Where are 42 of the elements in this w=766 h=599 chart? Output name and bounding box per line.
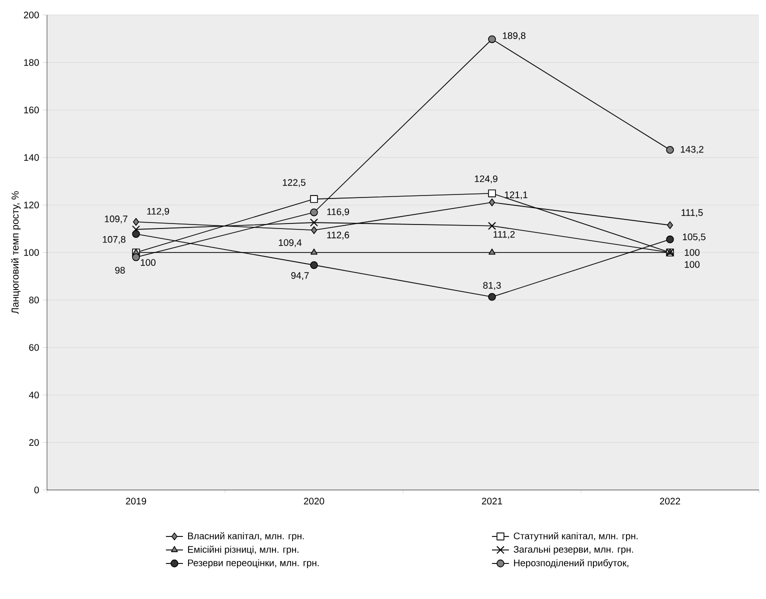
legend-label: Статутний капітал, млн. грн.: [514, 532, 638, 542]
data-label: 124,9: [474, 175, 498, 184]
data-label: 81,3: [483, 282, 501, 290]
y-tick-label: 160: [24, 106, 39, 114]
data-label: 116,9: [327, 208, 350, 216]
data-label: 94,7: [291, 272, 309, 280]
data-label: 105,5: [682, 234, 706, 242]
data-label: 111,5: [682, 209, 703, 218]
y-tick-label: 180: [24, 59, 39, 66]
x-tick-label: 2020: [304, 498, 324, 504]
data-label: 189,8: [502, 32, 526, 40]
data-label: 100: [684, 261, 700, 268]
y-tick-label: 20: [29, 439, 39, 446]
data-label: 100: [684, 249, 700, 256]
legend-label: Емісійні різниці, млн. грн.: [188, 546, 298, 555]
data-label: 100: [140, 259, 156, 266]
data-label: 111,2: [494, 230, 515, 239]
legend-label: Нерозподілений прибуток,: [514, 559, 628, 568]
legend-label: Резерви переоцінки, млн. грн.: [188, 559, 319, 568]
data-label: 112,9: [147, 208, 170, 216]
x-tick-label: 2019: [126, 498, 146, 504]
data-label: 109,4: [278, 239, 302, 248]
data-label: 122,5: [282, 179, 306, 187]
y-tick-label: 200: [24, 12, 39, 18]
data-label: 107,8: [102, 236, 126, 244]
y-tick-label: 140: [24, 154, 39, 161]
y-tick-label: 60: [29, 344, 39, 351]
data-label: 112,6: [327, 232, 350, 240]
y-tick-label: 120: [24, 202, 39, 208]
x-tick-label: 2021: [482, 498, 502, 504]
legend-label: Власний капітал, млн. грн.: [188, 532, 304, 542]
data-label: 143,2: [680, 146, 704, 154]
y-tick-label: 100: [24, 249, 39, 256]
y-tick-label: 40: [28, 392, 39, 398]
y-tick-label: 0: [34, 486, 39, 494]
y-axis-title: Ланцюговий темп росту, %: [11, 191, 21, 314]
legend-label: Загальні резерви, млн. грн.: [514, 546, 633, 555]
data-label: 109,7: [104, 216, 128, 224]
y-tick-label: 80: [29, 296, 39, 304]
data-label: 121,1: [504, 191, 528, 200]
data-label: 98: [115, 266, 125, 274]
x-tick-label: 2022: [660, 498, 680, 504]
